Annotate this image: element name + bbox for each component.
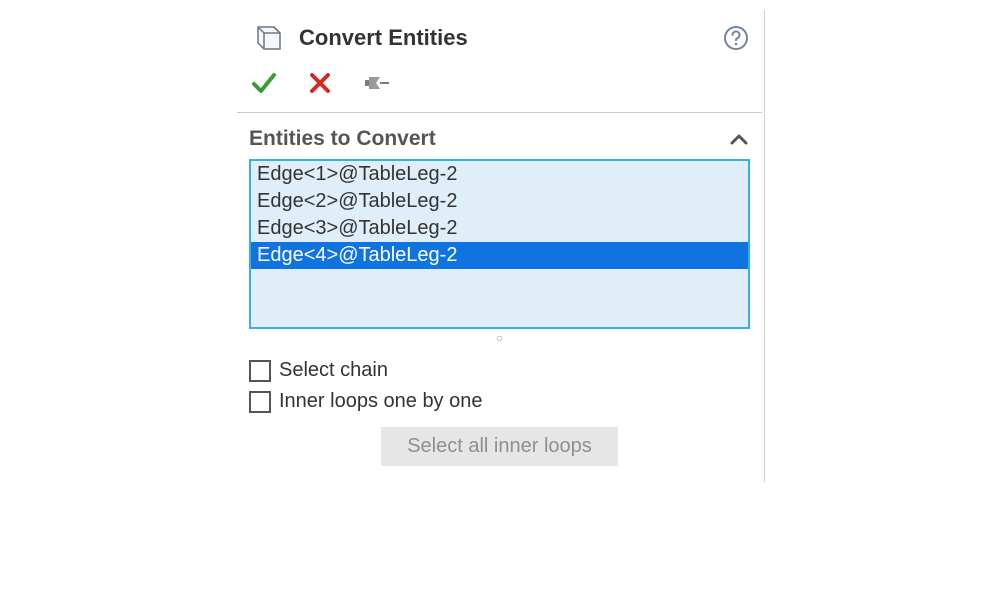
entities-listbox[interactable]: Edge<1>@TableLeg-2Edge<2>@TableLeg-2Edge… [249,159,750,329]
property-panel: Convert Entities [235,10,765,482]
section-title: Entities to Convert [249,127,436,151]
select-chain-label: Select chain [279,359,388,382]
pin-button[interactable] [361,68,391,98]
select-all-inner-loops-button: Select all inner loops [381,427,618,466]
ok-button[interactable] [249,68,279,98]
select-chain-checkbox[interactable] [249,360,271,382]
list-item[interactable]: Edge<3>@TableLeg-2 [251,215,748,242]
panel-title: Convert Entities [299,25,722,51]
panel-header: Convert Entities [235,10,764,62]
list-item[interactable]: Edge<1>@TableLeg-2 [251,161,748,188]
list-item[interactable]: Edge<2>@TableLeg-2 [251,188,748,215]
action-toolbar [235,62,764,112]
cancel-button[interactable] [305,68,335,98]
divider [237,112,762,113]
section-header[interactable]: Entities to Convert [235,127,764,159]
list-item[interactable]: Edge<4>@TableLeg-2 [251,242,748,269]
inner-loops-row: Inner loops one by one [235,386,764,417]
select-chain-row: Select chain [235,355,764,386]
inner-loops-checkbox[interactable] [249,391,271,413]
help-icon[interactable] [722,24,750,52]
convert-entities-icon [249,20,285,56]
resize-grip[interactable]: ○ [235,329,764,355]
inner-loops-label: Inner loops one by one [279,390,483,413]
collapse-chevron-icon[interactable] [728,128,750,150]
